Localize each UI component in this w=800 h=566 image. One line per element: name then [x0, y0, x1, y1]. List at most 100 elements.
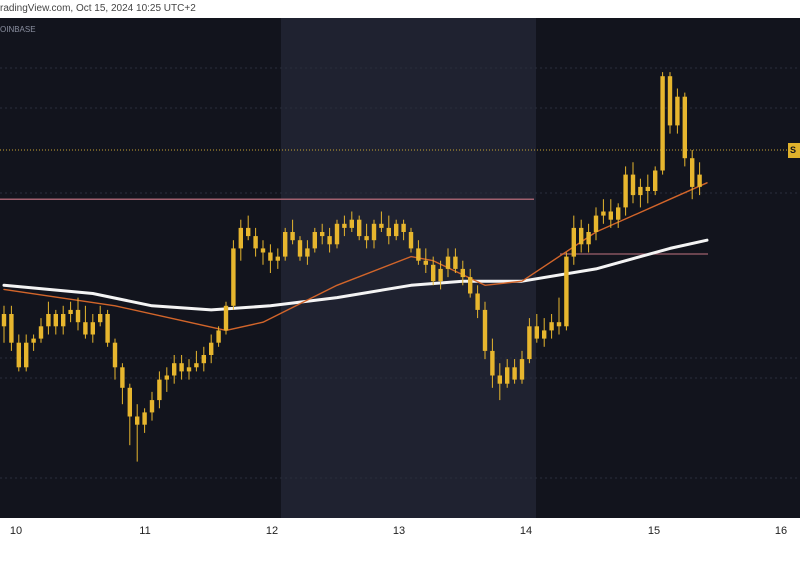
- candle-body-7: [53, 314, 58, 327]
- candle-body-40: [297, 240, 303, 257]
- candle-7: [53, 309, 58, 335]
- candle-body-56: [416, 248, 421, 261]
- candle-27: [201, 346, 206, 372]
- candle-body-9: [68, 309, 73, 314]
- candle-2: [16, 334, 21, 372]
- candle-body-94: [697, 174, 702, 187]
- candle-4: [31, 334, 36, 351]
- grid-lines: [0, 67, 800, 479]
- candle-body-82: [608, 211, 613, 220]
- candle-91: [675, 88, 680, 134]
- candle-body-3: [24, 342, 29, 368]
- candle-21: [157, 371, 162, 409]
- candle-76: [564, 252, 569, 331]
- candle-body-16: [120, 367, 125, 388]
- candle-body-25: [186, 367, 192, 372]
- candles: [1, 72, 702, 462]
- candle-body-75: [556, 322, 562, 327]
- candle-82: [608, 199, 613, 228]
- candle-body-34: [253, 236, 258, 249]
- candle-body-47: [349, 219, 354, 228]
- x-tick-15: 15: [647, 525, 661, 537]
- candle-22: [164, 367, 169, 392]
- candle-26: [194, 350, 199, 372]
- level-lines: [0, 149, 788, 255]
- candlestick-chart[interactable]: [0, 18, 800, 518]
- candle-32: [238, 219, 243, 261]
- chart-area[interactable]: OINBASE S: [0, 18, 800, 518]
- candle-34: [253, 227, 258, 257]
- candle-46: [342, 215, 347, 237]
- candle-body-62: [460, 268, 465, 278]
- candle-51: [379, 211, 384, 232]
- candle-36: [268, 244, 273, 273]
- candle-body-67: [497, 375, 502, 384]
- candle-9: [68, 301, 73, 323]
- candle-0: [1, 305, 7, 343]
- candle-body-42: [312, 232, 317, 249]
- candle-33: [246, 215, 251, 241]
- candle-body-51: [379, 223, 384, 228]
- candle-71: [527, 318, 532, 364]
- candle-body-64: [475, 293, 480, 310]
- candle-72: [534, 314, 539, 343]
- candle-88: [653, 166, 658, 196]
- candle-24: [179, 355, 184, 380]
- candle-65: [482, 301, 488, 360]
- candle-body-31: [231, 248, 236, 306]
- candle-body-80: [593, 215, 599, 232]
- candle-body-12: [90, 322, 95, 335]
- candle-6: [46, 301, 51, 335]
- candle-94: [697, 162, 702, 196]
- candle-80: [593, 207, 599, 241]
- candle-body-87: [645, 186, 650, 191]
- x-tick-12: 12: [265, 525, 279, 537]
- candle-75: [556, 297, 562, 335]
- candle-body-88: [653, 170, 658, 191]
- candle-body-4: [31, 338, 36, 343]
- candle-64: [475, 285, 480, 319]
- candle-20: [149, 391, 155, 421]
- candle-body-26: [194, 363, 199, 368]
- candle-83: [616, 203, 621, 228]
- candle-40: [297, 236, 303, 261]
- candle-19: [142, 408, 147, 433]
- candle-66: [490, 338, 495, 388]
- candle-74: [549, 314, 554, 339]
- candle-body-14: [105, 314, 110, 343]
- candle-55: [408, 227, 414, 253]
- candle-body-43: [320, 232, 325, 237]
- candle-78: [579, 219, 584, 253]
- candle-body-10: [75, 309, 81, 323]
- candle-body-61: [453, 256, 458, 269]
- candle-body-69: [512, 367, 517, 380]
- candle-body-17: [127, 387, 132, 417]
- candle-body-92: [682, 96, 687, 159]
- x-axis: 10 11 12 13 14 15 16: [0, 518, 800, 546]
- candle-body-77: [571, 227, 576, 257]
- candle-body-66: [490, 350, 495, 376]
- candle-35: [260, 240, 266, 265]
- candle-body-54: [401, 223, 406, 232]
- candle-body-41: [305, 248, 310, 257]
- candle-body-38: [283, 232, 288, 257]
- candle-body-39: [290, 232, 295, 241]
- candle-39: [290, 219, 295, 245]
- candle-54: [401, 219, 406, 241]
- candle-body-32: [238, 227, 243, 249]
- candle-60: [445, 248, 451, 278]
- candle-body-93: [690, 158, 695, 187]
- candle-body-76: [564, 256, 569, 327]
- candle-69: [512, 359, 517, 384]
- candle-31: [231, 240, 236, 310]
- candle-57: [423, 248, 428, 273]
- candle-47: [349, 211, 354, 232]
- candle-1: [9, 305, 14, 351]
- candle-body-11: [83, 322, 88, 335]
- candle-73: [542, 318, 547, 347]
- last-price-tag: S: [788, 143, 800, 158]
- candle-body-0: [1, 314, 7, 327]
- candle-body-50: [371, 223, 377, 241]
- candle-body-22: [164, 375, 169, 380]
- candle-body-29: [216, 330, 221, 343]
